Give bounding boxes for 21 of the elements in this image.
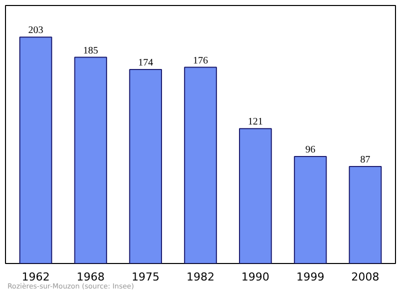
- bar: [348, 166, 382, 264]
- data-label: 185: [83, 45, 98, 56]
- bar: [294, 156, 327, 264]
- x-tick-label: 1968: [76, 270, 105, 284]
- x-tick-label: 1982: [186, 270, 215, 284]
- x-tick-label: 2008: [351, 270, 380, 284]
- bar: [19, 36, 52, 264]
- bar: [239, 128, 272, 264]
- data-label: 203: [28, 25, 44, 36]
- x-tick-label: 1990: [241, 270, 270, 284]
- data-label: 121: [248, 116, 263, 128]
- bar: [184, 66, 217, 264]
- x-tick-label: 1975: [132, 270, 160, 284]
- bar: [74, 56, 108, 264]
- x-tick-label: 1999: [296, 270, 324, 284]
- data-label: 87: [360, 154, 370, 166]
- x-tick-label: 1962: [22, 270, 50, 284]
- bar: [129, 69, 162, 264]
- data-label: 176: [193, 55, 208, 66]
- data-label: 174: [138, 58, 154, 69]
- data-label: 96: [305, 144, 316, 156]
